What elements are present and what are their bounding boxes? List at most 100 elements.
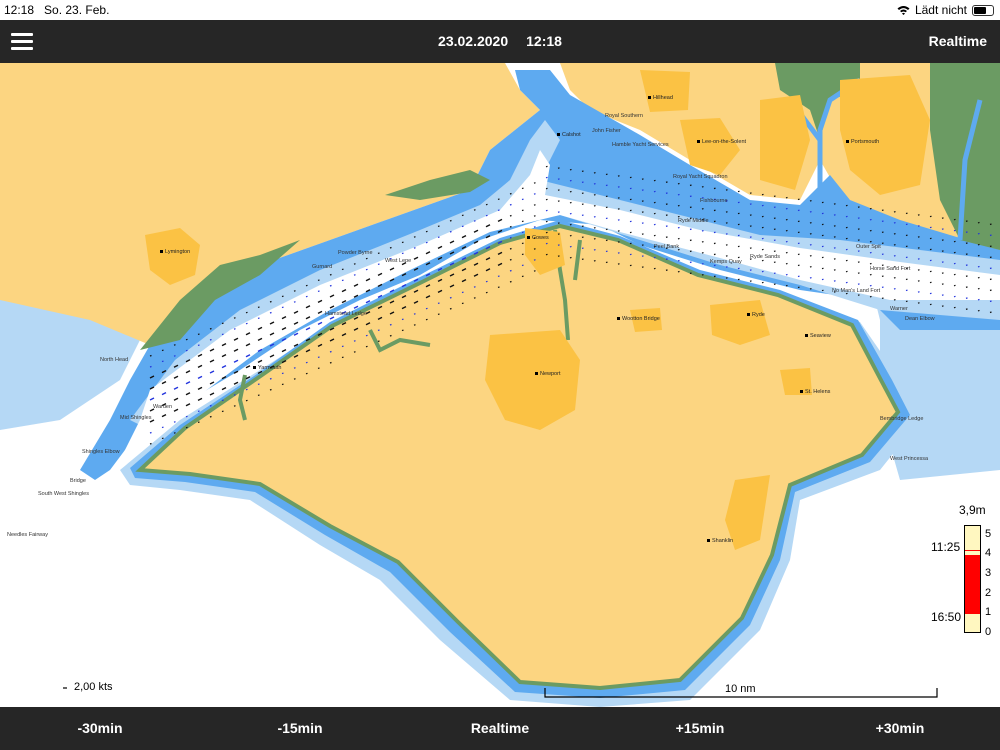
tide-max-height: 3,9m: [959, 503, 986, 517]
current-arrow: [533, 182, 536, 184]
place-label[interactable]: Shanklin: [712, 538, 733, 544]
current-arrow: [341, 321, 347, 326]
feature-label[interactable]: Royal Yacht Squadron: [673, 174, 728, 180]
current-arrow: [401, 261, 407, 266]
feature-label[interactable]: Outer Spit: [856, 244, 881, 250]
feature-label[interactable]: Dean Elbow: [905, 316, 935, 322]
feature-label[interactable]: Powder Byrne: [338, 250, 373, 256]
place-label[interactable]: Lee-on-the-Solent: [702, 139, 747, 145]
place-label[interactable]: Yarmouth: [258, 365, 281, 371]
current-arrow: [689, 184, 692, 187]
current-arrow: [641, 200, 644, 202]
current-arrow: [761, 248, 764, 251]
nautical-map[interactable]: Lymington Yarmouth Cowes Newport Ryde Portsmo…: [0, 63, 1000, 707]
current-arrow: [221, 399, 224, 402]
current-arrow: [521, 209, 524, 212]
feature-label[interactable]: South West Shingles: [38, 491, 89, 497]
minus-15min-button[interactable]: -15min: [277, 720, 323, 736]
place-label[interactable]: Lymington: [165, 249, 190, 255]
feature-label[interactable]: John Fisher: [592, 128, 621, 134]
place-label[interactable]: Wootton Bridge: [622, 316, 660, 322]
tide-high-time: 11:25: [931, 540, 961, 554]
place-label[interactable]: Ryde: [752, 312, 765, 318]
feature-label[interactable]: Fishbourne: [700, 198, 728, 204]
current-arrow: [389, 246, 392, 249]
current-arrow: [197, 353, 203, 358]
current-arrow: [533, 248, 536, 250]
current-arrow: [401, 252, 404, 255]
current-arrow: [365, 257, 368, 260]
current-arrow: [341, 299, 347, 304]
feature-label[interactable]: Warner: [890, 306, 908, 312]
current-arrow: [173, 375, 179, 379]
current-arrow: [353, 294, 359, 298]
current-arrow: [197, 410, 200, 412]
current-arrow: [665, 203, 668, 205]
feature-label[interactable]: Hamstead Ledge: [325, 311, 367, 317]
current-arrow: [221, 333, 224, 336]
place-label[interactable]: Cowes: [532, 235, 549, 241]
place-label[interactable]: Portsmouth: [851, 139, 879, 145]
current-arrow: [593, 248, 596, 251]
realtime-button[interactable]: Realtime: [928, 33, 987, 49]
feature-label[interactable]: Horse Sand Fort: [870, 266, 911, 272]
current-arrow: [689, 250, 692, 253]
current-arrow: [365, 289, 371, 293]
current-arrow: [425, 230, 428, 233]
current-arrow: [893, 243, 896, 246]
current-arrow: [821, 267, 824, 270]
current-arrow: [809, 277, 812, 279]
current-arrow: [449, 219, 452, 222]
feature-label[interactable]: North Head: [100, 357, 128, 363]
current-arrow: [173, 408, 179, 412]
feature-label[interactable]: Ryde Middle: [678, 218, 709, 224]
current-arrow: [881, 231, 884, 234]
place-label[interactable]: Seaview: [810, 333, 831, 339]
current-arrow: [461, 278, 467, 283]
current-arrow: [785, 284, 788, 287]
current-arrow: [485, 280, 488, 283]
place-label[interactable]: Calshot: [562, 132, 581, 138]
current-arrow: [161, 391, 167, 396]
minus-30min-button[interactable]: -30min: [77, 720, 123, 736]
feature-label[interactable]: Peel Bank: [654, 244, 679, 250]
feature-label[interactable]: Warden: [153, 404, 172, 410]
plus-30min-button[interactable]: +30min: [875, 720, 925, 736]
tide-range-fill: [965, 555, 980, 615]
current-arrow: [953, 295, 956, 298]
current-arrow: [377, 305, 383, 310]
feature-label[interactable]: West Lepe: [385, 258, 411, 264]
feature-label[interactable]: Mid Shingles: [120, 415, 152, 421]
tide-low-time: 16:50: [931, 610, 962, 624]
current-arrow: [221, 322, 224, 325]
realtime-bottom-button[interactable]: Realtime: [470, 720, 530, 736]
current-arrow: [605, 206, 608, 209]
feature-label[interactable]: Ryde Sands: [750, 254, 780, 260]
feature-label[interactable]: No Man's Land Fort: [832, 288, 881, 294]
place-marker: [800, 390, 803, 393]
current-arrow: [233, 348, 239, 352]
feature-label[interactable]: Kemps Quay: [710, 259, 742, 265]
plus-15min-button[interactable]: +15min: [675, 720, 725, 736]
current-arrow: [989, 245, 992, 248]
current-arrow: [413, 236, 416, 238]
current-arrow: [953, 240, 956, 243]
feature-label[interactable]: Bridge: [70, 478, 86, 484]
current-arrow: [161, 413, 167, 418]
current-arrow: [461, 256, 467, 261]
hamburger-menu-icon[interactable]: [11, 33, 33, 50]
current-arrow: [497, 198, 500, 200]
place-label[interactable]: St. Helens: [805, 389, 831, 395]
place-label[interactable]: Hillhead: [653, 95, 673, 101]
feature-label[interactable]: Gurnard: [312, 264, 332, 270]
feature-label[interactable]: West Princessa: [890, 456, 929, 462]
time-step-bar: -30min -15min Realtime +15min +30min: [0, 707, 1000, 750]
feature-label[interactable]: Hamble Yacht Services: [612, 142, 669, 148]
current-arrow: [629, 242, 632, 245]
map-canvas[interactable]: Lymington Yarmouth Cowes Newport Ryde Portsmo…: [0, 63, 1000, 707]
feature-label[interactable]: Royal Southern: [605, 113, 643, 119]
feature-label[interactable]: Shingles Elbow: [82, 449, 120, 455]
feature-label[interactable]: Bembridge Ledge: [880, 416, 923, 422]
place-label[interactable]: Newport: [540, 371, 561, 377]
feature-label[interactable]: Needles Fairway: [7, 532, 48, 538]
